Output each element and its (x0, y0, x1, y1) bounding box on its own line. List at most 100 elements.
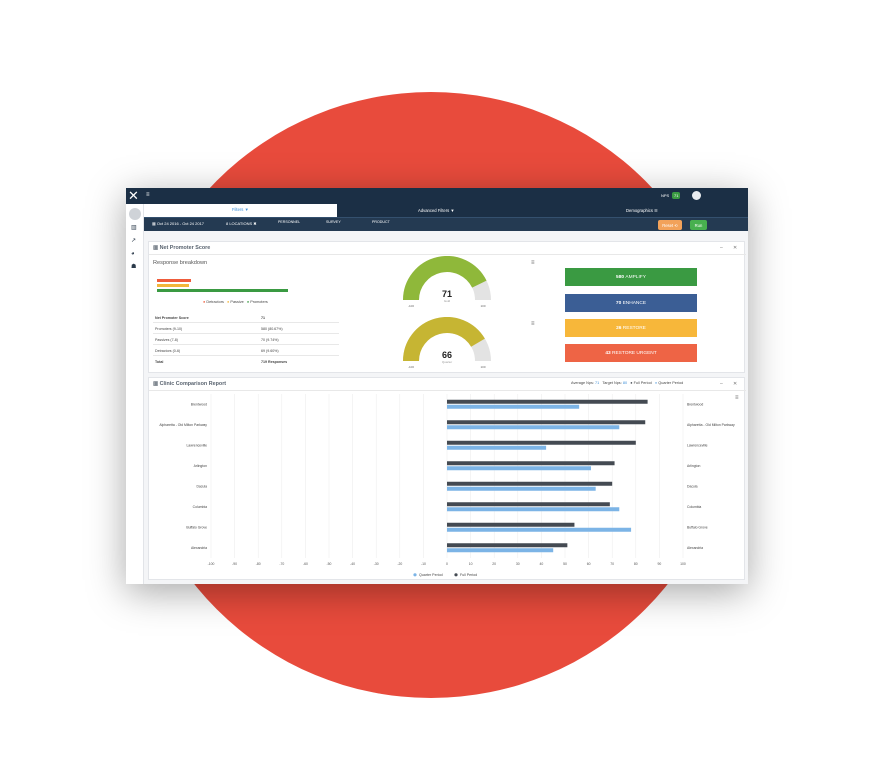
gauge-1-value: 71 (442, 289, 452, 299)
breakdown-bars (157, 279, 319, 295)
date-range-picker[interactable]: ▦ Oct 24 2016 - Oct 24 2017 (152, 221, 205, 226)
x-tick-label: 80 (634, 562, 638, 566)
full-period-bar (447, 461, 615, 466)
gauge-1: 71 Gold -100 100 (403, 256, 491, 308)
product-filter[interactable]: PRODUCT (372, 220, 390, 224)
full-period-bar (447, 399, 648, 404)
gauge-1-menu-icon[interactable]: ≡ (531, 260, 535, 266)
top-navbar: ✕ ≡ NPS 71 (126, 188, 748, 204)
category-label-left: Alpharetta - Old Milton Parkway (159, 423, 207, 427)
nps-summary: Average Nps: 71 Target Nps: 80 ● Full Pe… (571, 381, 684, 385)
chart-menu-icon[interactable]: ≡ (735, 395, 739, 401)
category-label-left: Brentwood (191, 402, 207, 406)
category-label-left: Dacula (196, 484, 207, 488)
x-tick-label: -30 (374, 562, 379, 566)
legend-quarter-dot (413, 573, 417, 577)
category-label-right: Buffalo Grove (687, 525, 708, 529)
category-label-left: Buffalo Grove (186, 525, 207, 529)
trend-icon[interactable]: ↗ (131, 238, 137, 244)
category-label-right: Arlington (687, 464, 700, 468)
sidebar: ▥ ↗ ◕ ☗ (126, 204, 144, 584)
nps-title: Net Promoter Score (159, 245, 211, 251)
hamburger-icon[interactable]: ≡ (146, 192, 150, 198)
close-icon[interactable]: ✕ (733, 381, 738, 387)
user-avatar[interactable] (692, 191, 701, 200)
detractors-bar (157, 279, 192, 282)
gauge-2-value: 66 (442, 350, 452, 360)
survey-filter[interactable]: SURVEY (326, 220, 341, 224)
minimize-icon[interactable]: – (720, 381, 723, 387)
panel-title: ▥ Clinic Comparison Report (153, 381, 226, 387)
bar-chart-icon: ▥ (153, 381, 160, 387)
legend-promoters: Promoters (250, 300, 268, 304)
quarter-period-bar (447, 445, 547, 450)
x-tick-label: -40 (350, 562, 355, 566)
quarter-period-bar (447, 486, 596, 491)
gauge-2: 66 Quarter -100 100 (403, 317, 491, 369)
filter-subbar: ▦ Oct 24 2016 - Oct 24 2017 8 LOCATIONS … (126, 217, 748, 231)
close-icon[interactable]: ✕ (733, 245, 738, 251)
pie-icon[interactable]: ◕ (131, 251, 135, 257)
category-label-left: Columbia (193, 505, 207, 509)
full-period-bar (447, 502, 610, 507)
gauge-2-max: 100 (480, 365, 485, 369)
personnel-filter[interactable]: PERSONNEL (278, 220, 301, 224)
gauge-2-label: Quarter (442, 360, 452, 364)
legend-quarter-label: Quarter Period (419, 573, 443, 577)
gauge-1-label: Gold (444, 299, 451, 303)
x-tick-label: 10 (469, 562, 473, 566)
table-row: Total 719 Responses (155, 360, 288, 364)
enhance-button[interactable]: 70 ENHANCE (565, 294, 697, 312)
promoters-bar (157, 289, 288, 292)
x-tick-label: -60 (303, 562, 308, 566)
gauge-1-max: 100 (480, 304, 485, 308)
gauge-1-fill (403, 256, 487, 301)
x-tick-label: -20 (397, 562, 402, 566)
category-label-right: Alpharetta - Old Milton Parkway (687, 423, 735, 427)
response-breakdown-title: Response breakdown (153, 260, 208, 266)
demographics-tab[interactable]: Demographics ☰ (626, 208, 658, 213)
run-button[interactable]: Run (690, 220, 707, 230)
breakdown-legend: ● Detractors ● Passive ● Promoters (203, 300, 268, 304)
panel-title: ▥ Net Promoter Score (153, 245, 210, 251)
quarter-period-bar (447, 404, 580, 409)
logo-icon: ✕ (128, 188, 139, 203)
x-tick-label: -100 (208, 562, 215, 566)
quarter-period-bar (447, 507, 620, 512)
x-tick-label: -10 (421, 562, 426, 566)
restore-urgent-button[interactable]: 43 RESTORE URGENT (565, 344, 697, 362)
category-label-right: Brentwood (687, 402, 703, 406)
gauge-2-menu-icon[interactable]: ≡ (531, 321, 535, 327)
category-label-left: Arlington (194, 464, 207, 468)
legend-full-dot (454, 573, 458, 577)
legend-full-label: Full Period (460, 573, 477, 577)
full-period-bar (447, 481, 613, 486)
category-label-right: Dacula (687, 484, 698, 488)
clinic-title: Clinic Comparison Report (159, 381, 227, 387)
minimize-icon[interactable]: – (720, 245, 723, 251)
category-label-right: Lawrenceville (687, 443, 708, 447)
quarter-period-bar (447, 425, 620, 430)
amplify-button[interactable]: 580 AMPLIFY (565, 268, 697, 286)
legend-passive: Passive (230, 300, 244, 304)
chart-icon[interactable]: ▥ (131, 225, 137, 231)
table-row: Net Promoter Score 71 (153, 312, 339, 323)
filters-tab[interactable]: Filters ▼ (144, 204, 337, 217)
x-tick-label: 90 (658, 562, 662, 566)
category-label-left: Lawrenceville (186, 443, 207, 447)
profile-avatar[interactable] (129, 208, 141, 220)
filter-bar: Filters ▼ Advanced Filters ▼ Demographic… (126, 204, 748, 217)
bar-chart-icon: ▥ (153, 245, 160, 251)
reset-button[interactable]: Reset ⟲ (658, 220, 682, 230)
locations-filter[interactable]: 8 LOCATIONS ✖ (226, 221, 257, 226)
full-period-bar (447, 440, 636, 445)
x-tick-label: 60 (587, 562, 591, 566)
gauge-1-min: -100 (408, 304, 414, 308)
x-tick-label: 70 (610, 562, 614, 566)
restore-button[interactable]: 26 RESTORE (565, 319, 697, 337)
x-tick-label: 40 (540, 562, 544, 566)
advanced-filters-tab[interactable]: Advanced Filters ▼ (418, 208, 455, 213)
users-icon[interactable]: ☗ (131, 264, 137, 270)
table-row: Detractors (0-6) 69 (9.60%) (153, 345, 339, 356)
nps-badge: 71 (672, 192, 681, 199)
